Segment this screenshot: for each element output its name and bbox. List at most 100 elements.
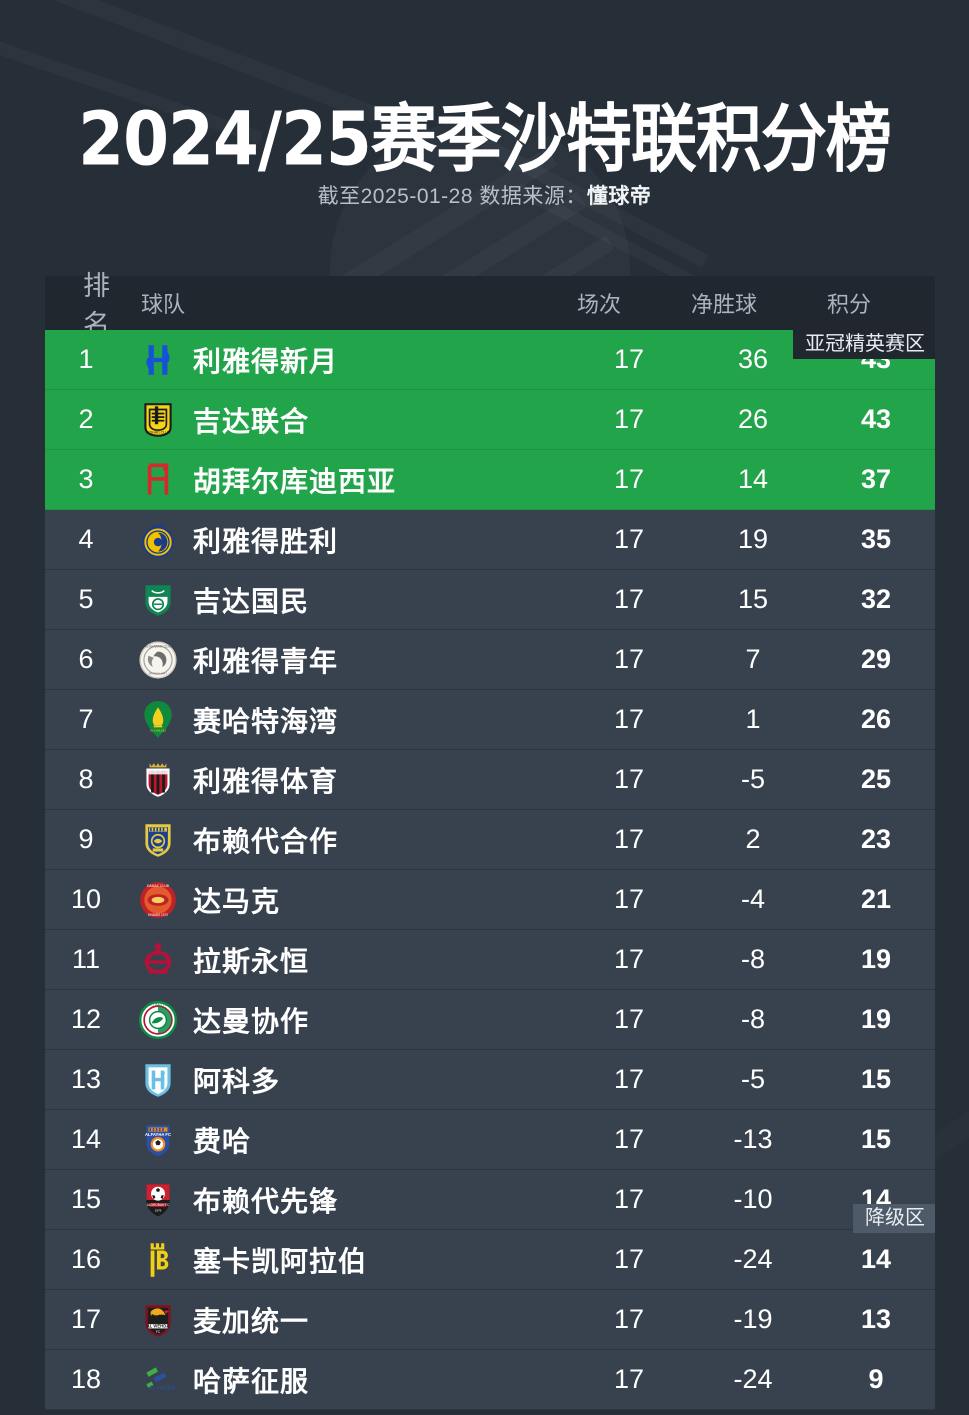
table-row[interactable]: 8 利雅得体育 17 -5 25	[45, 750, 935, 810]
cell-points: 32	[860, 584, 892, 614]
svg-text:KHAMIS 1972: KHAMIS 1972	[148, 912, 168, 916]
cell-team-name: 利雅得新月	[193, 345, 339, 377]
cell-points: 43	[860, 404, 892, 434]
cell-goal-diff: 36	[737, 344, 769, 374]
cell-team-name: 布赖代合作	[193, 825, 339, 857]
table-row[interactable]: 9 布赖代合作 17 2 23	[45, 810, 935, 870]
cell-team-name: 哈萨征服	[193, 1365, 310, 1397]
cell-rank: 16	[70, 1244, 102, 1274]
cell-rank: 10	[70, 884, 102, 914]
cell-points: 15	[860, 1124, 892, 1154]
cell-rank: 6	[78, 644, 94, 674]
cell-played: 17	[613, 1124, 645, 1154]
cell-played: 17	[613, 1244, 645, 1274]
cell-rank: 14	[70, 1124, 102, 1154]
cell-played: 17	[613, 1304, 645, 1334]
column-header-goal-diff: 净胜球	[691, 292, 758, 317]
svg-text:AL HAZEM: AL HAZEM	[149, 1385, 175, 1391]
cell-goal-diff: -5	[740, 1064, 765, 1094]
cell-played: 17	[613, 344, 645, 374]
table-row[interactable]: 13 阿科多 17 -5 15	[45, 1050, 935, 1110]
cell-played: 17	[613, 884, 645, 914]
cell-rank: 4	[78, 524, 94, 554]
svg-text:FC: FC	[156, 1330, 161, 1334]
zone-badge-relegation: 降级区	[853, 1204, 935, 1233]
al-wehda-logo: AL WEHDA FC	[127, 1299, 189, 1341]
cell-team-name: 费哈	[193, 1125, 252, 1157]
cell-team-name: 利雅得胜利	[193, 525, 339, 557]
table-row[interactable]: 3 胡拜尔库迪西亚 17 14 37	[45, 450, 935, 510]
cell-team-name: 利雅得体育	[193, 765, 339, 797]
table-row[interactable]: 17 AL WEHDA FC 麦加统一 17 -19 13	[45, 1290, 935, 1350]
cell-points: 37	[860, 464, 892, 494]
cell-team-name: 利雅得青年	[193, 645, 339, 677]
cell-rank: 5	[78, 584, 94, 614]
al-ahli-logo	[127, 579, 189, 621]
data-source-label: 懂球帝	[586, 185, 652, 208]
cell-team-name: 拉斯永恒	[193, 945, 310, 977]
zone-badge-acl-elite: 亚冠精英赛区	[793, 330, 935, 359]
column-header-rank: 排名	[83, 271, 110, 340]
table-row[interactable]: 11 拉斯永恒 17 -8 19	[45, 930, 935, 990]
cell-played: 17	[613, 524, 645, 554]
cell-goal-diff: -10	[733, 1184, 773, 1214]
table-row[interactable]: 2 ITTIHAD CLUB 吉达联合 17 26 43	[45, 390, 935, 450]
cell-played: 17	[613, 644, 645, 674]
cell-rank: 9	[78, 824, 94, 854]
table-row[interactable]: 6 ALSHABAB CLUB RIYADH 1947 利雅得青年 17 7 29	[45, 630, 935, 690]
al-qadsiah-logo	[127, 459, 189, 501]
cell-rank: 12	[70, 1004, 102, 1034]
al-nassr-logo	[127, 519, 189, 561]
cell-points: 35	[860, 524, 892, 554]
al-fayha-logo: ALFAYHA FC	[127, 1119, 189, 1161]
al-khaleej-logo: AL KHALEEJ	[127, 699, 189, 741]
cell-points: 21	[860, 884, 892, 914]
column-header-played: 场次	[577, 292, 622, 317]
al-hilal-logo	[127, 339, 189, 381]
cell-team-name: 达马克	[193, 885, 281, 917]
cell-points: 26	[860, 704, 892, 734]
table-row[interactable]: 15 ALOROBAH FC 1979 布赖代先锋 17 -10 14	[45, 1170, 935, 1230]
table-row[interactable]: 16 塞卡凯阿拉伯 17 -24 14 降级区	[45, 1204, 935, 1290]
table-row[interactable]: 18 AL HAZEM 哈萨征服 17 -24 9	[45, 1350, 935, 1410]
column-header-team: 球队	[141, 292, 186, 317]
svg-text:ALOROBAH FC: ALOROBAH FC	[147, 1202, 170, 1206]
cell-rank: 11	[71, 944, 101, 974]
cell-goal-diff: -13	[733, 1124, 773, 1154]
cell-played: 17	[613, 1064, 645, 1094]
cell-points: 13	[860, 1304, 892, 1334]
cell-played: 17	[613, 464, 645, 494]
cell-rank: 1	[78, 344, 94, 374]
cell-played: 17	[613, 1184, 645, 1214]
al-riyadh-logo	[127, 759, 189, 801]
cell-team-name: 布赖代先锋	[193, 1185, 339, 1217]
cell-team-name: 胡拜尔库迪西亚	[193, 465, 397, 497]
svg-text:ALFAYHA FC: ALFAYHA FC	[145, 1132, 171, 1137]
al-ittihad-logo: ITTIHAD CLUB	[127, 399, 189, 441]
table-row[interactable]: 12 ETTIFAQ FC 达曼协作 17 -8 19	[45, 990, 935, 1050]
cell-team-name: 阿科多	[193, 1065, 281, 1097]
table-row[interactable]: 4 利雅得胜利 17 19 35	[45, 510, 935, 570]
cell-goal-diff: 1	[745, 704, 761, 734]
table-row[interactable]: 5 吉达国民 17 15 32	[45, 570, 935, 630]
column-header-points: 积分	[827, 292, 872, 317]
cell-team-name: 吉达国民	[193, 585, 310, 617]
al-taawoun-logo	[127, 819, 189, 861]
cell-played: 17	[613, 944, 645, 974]
cell-points: 15	[860, 1064, 892, 1094]
cell-goal-diff: 14	[737, 464, 769, 494]
cell-team-name: 达曼协作	[193, 1005, 310, 1037]
svg-text:DAMAC CLUB: DAMAC CLUB	[147, 883, 170, 887]
table-row[interactable]: 1 利雅得新月 17 36 43 亚冠精英赛区	[45, 330, 935, 390]
cell-goal-diff: -24	[733, 1244, 773, 1274]
table-row[interactable]: 7 AL KHALEEJ 赛哈特海湾 17 1 26	[45, 690, 935, 750]
table-header-row: 排名 球队 场次 净胜球 积分	[45, 271, 935, 340]
cell-played: 17	[613, 404, 645, 434]
cell-goal-diff: 15	[737, 584, 769, 614]
cell-points: 9	[868, 1364, 884, 1394]
cell-played: 17	[613, 1004, 645, 1034]
cell-rank: 8	[78, 764, 94, 794]
table-row[interactable]: 10 DAMAC CLUB KHAMIS 1972 达马克 17 -4 21	[45, 870, 935, 930]
table-row[interactable]: 14 ALFAYHA FC 费哈 17 -13 15	[45, 1110, 935, 1170]
cell-goal-diff: -8	[740, 944, 765, 974]
